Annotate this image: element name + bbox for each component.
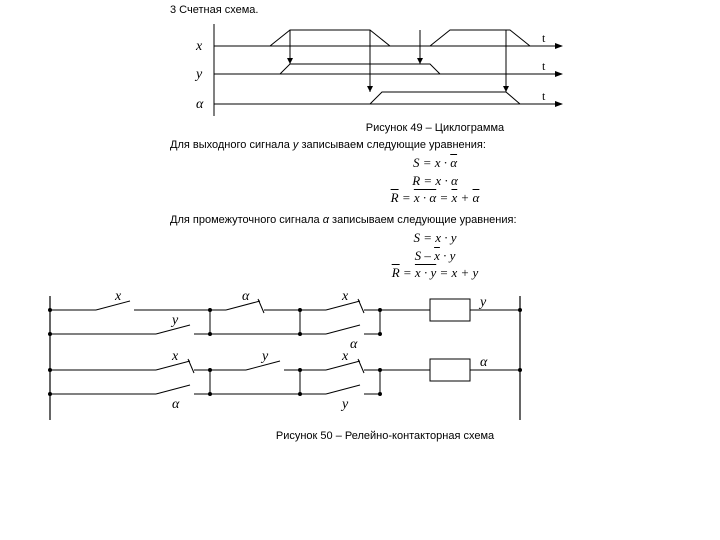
svg-text:α: α — [350, 337, 358, 352]
svg-text:t: t — [542, 89, 546, 103]
eq-a-3: R = x · y = x + y — [170, 264, 700, 282]
svg-text:α: α — [242, 289, 250, 304]
svg-text:y: y — [170, 313, 179, 328]
eq-y-3-m2: = — [436, 190, 451, 205]
para-a-text2: записываем следующие уравнения: — [329, 214, 517, 226]
svg-text:α: α — [172, 397, 180, 412]
svg-text:x: x — [195, 39, 203, 54]
eq-a-2: S – x · y — [170, 247, 700, 265]
eq-y-3-R: R — [391, 190, 399, 205]
svg-text:y: y — [194, 67, 203, 82]
eq-y-3-m1: = — [399, 190, 414, 205]
eq-y-3-a: α — [473, 190, 480, 205]
svg-text:y: y — [340, 397, 349, 412]
eq-y-1: S = x · α — [170, 154, 700, 172]
para-a-text1: Для промежуточного сигнала — [170, 214, 323, 226]
equations-a: S = x · y S – x · y R = x · y = x + y — [170, 229, 700, 282]
paragraph-y: Для выходного сигнала y записываем следу… — [170, 138, 700, 152]
relay-caption: Рисунок 50 – Релейно-контакторная схема — [70, 430, 700, 442]
equations-y: S = x · α R = x · α R = x · α = x + α — [170, 154, 700, 207]
svg-text:α: α — [196, 97, 204, 112]
eq-y-3: R = x · α = x + α — [170, 189, 700, 207]
eq-y-3-p: + — [457, 190, 472, 205]
eq-a-1: S = x · y — [170, 229, 700, 247]
relay-figure: yαxαxyαxyxαy — [20, 288, 700, 428]
eq-a-3-eq: = x + y — [436, 265, 478, 280]
para-y-text1: Для выходного сигнала — [170, 139, 293, 151]
svg-text:α: α — [480, 355, 488, 370]
svg-text:y: y — [260, 349, 269, 364]
cyclogram-svg: t x t y t α — [170, 20, 570, 120]
svg-text:y: y — [478, 295, 487, 310]
svg-text:t: t — [542, 59, 546, 73]
eq-y-1-left: S = x · — [413, 155, 450, 170]
eq-y-3-xa: x · α — [414, 190, 436, 205]
eq-y-2: R = x · α — [170, 172, 700, 190]
cyclogram-figure: t x t y t α — [170, 20, 700, 120]
svg-text:x: x — [171, 349, 179, 364]
cyclogram-caption: Рисунок 49 – Циклограмма — [170, 122, 700, 134]
svg-text:x: x — [341, 289, 349, 304]
eq-a-2-l: S – — [415, 248, 435, 263]
eq-a-3-m: = — [400, 265, 415, 280]
svg-text:t: t — [542, 31, 546, 45]
para-y-text2: записываем следующие уравнения: — [298, 139, 486, 151]
svg-text:x: x — [341, 349, 349, 364]
eq-a-3-xy: x · y — [415, 265, 436, 280]
relay-svg: yαxαxyαxyxαy — [20, 288, 540, 428]
eq-y-1-over: α — [450, 155, 457, 170]
paragraph-a: Для промежуточного сигнала α записываем … — [170, 213, 700, 227]
eq-a-3-R: R — [392, 265, 400, 280]
svg-text:x: x — [114, 289, 122, 304]
section-title: 3 Счетная схема. — [170, 4, 700, 16]
eq-a-2-r: · y — [440, 248, 456, 263]
